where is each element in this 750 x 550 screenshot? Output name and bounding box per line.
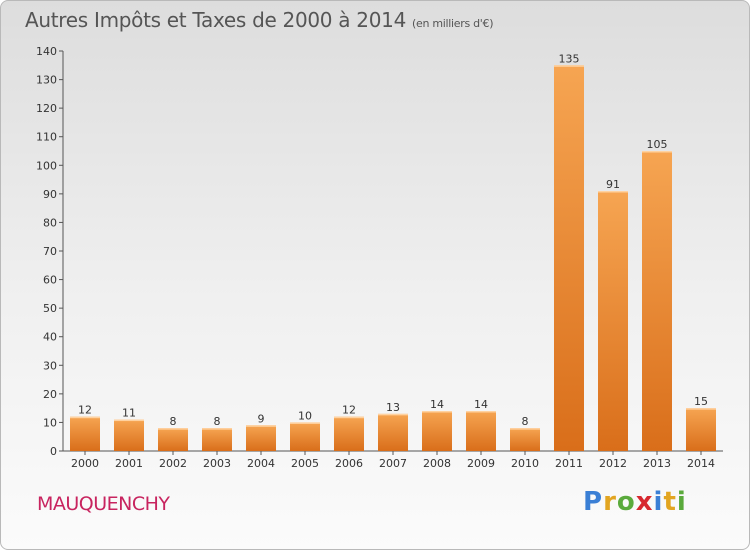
logo-letter: t	[663, 487, 677, 517]
bar-highlight	[290, 422, 320, 424]
logo-letter: r	[603, 487, 617, 517]
commune-name: MAUQUENCHY	[37, 493, 170, 515]
y-tick-label: 50	[43, 302, 57, 315]
bar-highlight	[422, 411, 452, 413]
chart-title: Autres Impôts et Taxes de 2000 à 2014 (en…	[25, 8, 493, 32]
logo-letter: P	[583, 487, 604, 517]
bar-2000	[70, 416, 100, 451]
data-label-2009: 14	[474, 398, 488, 411]
logo-letter: i	[676, 487, 687, 517]
y-tick-label: 130	[36, 74, 57, 87]
data-label-2000: 12	[78, 404, 92, 417]
data-label-2004: 9	[258, 412, 265, 425]
bar-highlight	[642, 151, 672, 153]
proxiti-logo: Proxiti	[583, 487, 687, 517]
bar-2004	[246, 425, 276, 451]
data-label-2007: 13	[386, 401, 400, 414]
bar-2006	[334, 416, 364, 451]
data-label-2005: 10	[298, 409, 312, 422]
y-tick-label: 120	[36, 102, 57, 115]
bar-2014	[686, 408, 716, 451]
y-tick-label: 30	[43, 359, 57, 372]
logo-letter: x	[635, 487, 654, 517]
bar-2013	[642, 151, 672, 451]
bars	[70, 65, 716, 452]
x-tick-label: 2005	[291, 457, 319, 470]
bar-highlight	[334, 416, 364, 419]
x-tick-label: 2004	[247, 457, 275, 470]
y-tick-label: 70	[43, 245, 57, 258]
bar-2008	[422, 411, 452, 451]
x-tick-label: 2009	[467, 457, 495, 470]
title-text: Autres Impôts et Taxes de 2000 à 2014	[25, 8, 406, 32]
bar-2010	[510, 428, 540, 451]
data-label-2012: 91	[606, 178, 620, 191]
bar-2001	[114, 419, 144, 451]
bar-highlight	[246, 425, 276, 427]
y-tick-label: 60	[43, 274, 57, 287]
bar-highlight	[70, 416, 100, 419]
logo-letter: o	[616, 487, 636, 517]
x-tick-label: 2007	[379, 457, 407, 470]
bar-2011	[554, 65, 584, 452]
data-label-2002: 8	[170, 415, 177, 428]
data-label-2003: 8	[214, 415, 221, 428]
bar-2003	[202, 428, 232, 451]
x-tick-label: 2000	[71, 457, 99, 470]
data-label-2013: 105	[647, 138, 668, 151]
x-tick-label: 2010	[511, 457, 539, 470]
bar-2002	[158, 428, 188, 451]
bar-highlight	[158, 428, 188, 430]
bar-highlight	[554, 65, 584, 67]
y-tick-label: 20	[43, 388, 57, 401]
x-tick-label: 2003	[203, 457, 231, 470]
bar-highlight	[598, 191, 628, 193]
bar-highlight	[686, 408, 716, 410]
axes: 0 10 20 30 40 50 60 70 80 90 100 110 120 130 140 2000 20…	[36, 45, 723, 470]
y-tick-label: 100	[36, 159, 57, 172]
data-label-2006: 12	[342, 404, 356, 417]
x-tick-label: 2008	[423, 457, 451, 470]
bar-highlight	[510, 428, 540, 430]
y-tick-label: 0	[50, 445, 57, 458]
x-tick-label: 2011	[555, 457, 583, 470]
y-tick-label: 40	[43, 331, 57, 344]
data-label-2011: 135	[559, 52, 580, 65]
data-label-2014: 15	[694, 395, 708, 408]
x-tick-label: 2006	[335, 457, 363, 470]
bar-highlight	[378, 413, 408, 416]
bar-2012	[598, 191, 628, 451]
x-tick-label: 2002	[159, 457, 187, 470]
bar-2009	[466, 411, 496, 451]
x-tick-label: 2001	[115, 457, 143, 470]
x-tick-label: 2012	[599, 457, 627, 470]
bar-2005	[290, 422, 320, 451]
bar-highlight	[466, 411, 496, 413]
y-tick-label: 110	[36, 131, 57, 144]
y-tick-label: 80	[43, 216, 57, 229]
x-tick-label: 2013	[643, 457, 671, 470]
bar-highlight	[114, 419, 144, 422]
data-labels: 12 11 8 8 9 10 12 13 14 14 8 135 91 105 15	[78, 52, 708, 428]
data-label-2001: 11	[122, 407, 136, 420]
data-label-2008: 14	[430, 398, 444, 411]
y-tick-label: 140	[36, 45, 57, 58]
x-tick-label: 2014	[687, 457, 715, 470]
bar-2007	[378, 413, 408, 451]
chart-subtitle: (en milliers d'€)	[412, 17, 494, 30]
y-tick-label: 90	[43, 188, 57, 201]
bar-highlight	[202, 428, 232, 430]
y-tick-label: 10	[43, 416, 57, 429]
logo-letter: i	[653, 487, 664, 517]
data-label-2010: 8	[522, 415, 529, 428]
